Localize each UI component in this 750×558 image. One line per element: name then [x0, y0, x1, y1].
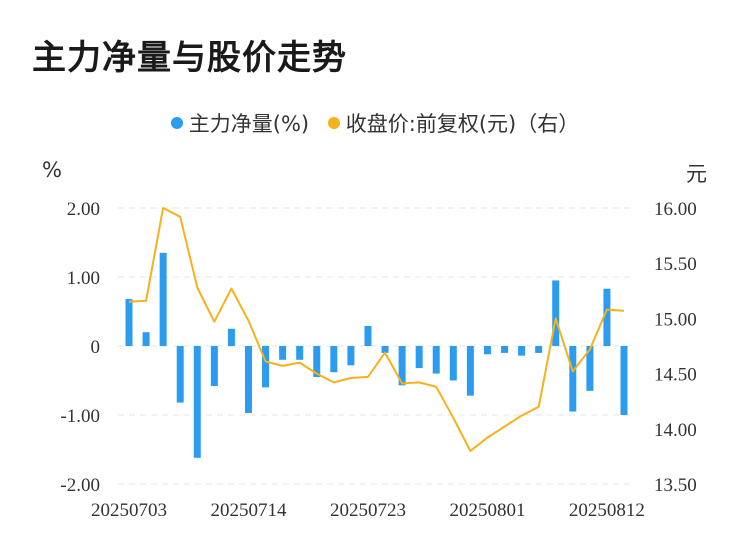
bar[interactable] — [176, 346, 184, 403]
bar[interactable] — [466, 346, 474, 396]
x-axis: 20250703 20250714 20250723 20250801 20250812 — [91, 500, 645, 521]
left-axis: 2.00 1.00 0 -1.00 -2.00 — [60, 199, 100, 496]
right-axis-unit: 元 — [686, 162, 707, 186]
bar[interactable] — [227, 328, 235, 346]
legend-line-marker — [327, 117, 340, 129]
right-tick-label: 14.50 — [654, 365, 697, 386]
legend-bar-marker — [170, 117, 183, 129]
right-tick-label: 16.00 — [654, 199, 697, 220]
bar[interactable] — [415, 346, 423, 369]
chart-title: 主力净量与股价走势 — [32, 38, 347, 78]
left-tick-label: 1.00 — [67, 268, 100, 289]
bar[interactable] — [296, 346, 304, 360]
bar[interactable] — [262, 346, 270, 388]
bar[interactable] — [313, 346, 321, 378]
right-tick-label: 15.00 — [654, 309, 697, 330]
right-tick-label: 13.50 — [654, 475, 697, 496]
left-tick-label: 0 — [91, 337, 101, 358]
bar[interactable] — [586, 346, 594, 391]
left-tick-label: -1.00 — [60, 406, 100, 427]
bar[interactable] — [483, 346, 491, 355]
bar[interactable] — [620, 346, 628, 415]
left-tick-label: -2.00 — [60, 475, 100, 496]
price-line[interactable] — [128, 207, 625, 452]
x-tick-label: 20250723 — [330, 500, 406, 521]
bar[interactable] — [364, 325, 372, 346]
bar[interactable] — [330, 346, 338, 373]
bar[interactable] — [210, 346, 218, 387]
bar[interactable] — [535, 346, 543, 353]
bar[interactable] — [125, 299, 133, 346]
bar[interactable] — [381, 346, 389, 353]
left-axis-unit: % — [42, 158, 62, 182]
bar[interactable] — [279, 346, 287, 360]
bar[interactable] — [193, 346, 201, 458]
bar[interactable] — [244, 346, 252, 413]
x-tick-label: 20250801 — [449, 500, 525, 521]
bar[interactable] — [159, 252, 167, 346]
right-axis: 16.00 15.50 15.00 14.50 14.00 13.50 — [654, 199, 697, 496]
bar[interactable] — [569, 346, 577, 412]
line-series — [128, 207, 625, 452]
bar[interactable] — [347, 346, 355, 366]
right-tick-label: 15.50 — [654, 254, 697, 275]
left-tick-label: 2.00 — [67, 199, 100, 220]
bar[interactable] — [501, 346, 509, 353]
legend-item-bar[interactable]: 主力净量(%) — [170, 108, 310, 138]
legend-bar-label: 主力净量(%) — [188, 112, 310, 136]
bar-series — [125, 252, 628, 458]
right-tick-label: 14.00 — [654, 420, 697, 441]
legend-line-label: 收盘价:前复权(元)（右） — [345, 112, 580, 136]
bar[interactable] — [518, 346, 526, 356]
grid-lines — [118, 207, 630, 485]
x-tick-label: 20250714 — [210, 500, 287, 521]
bar[interactable] — [142, 332, 150, 346]
bar[interactable] — [552, 280, 560, 346]
bar[interactable] — [603, 288, 611, 346]
x-tick-label: 20250812 — [569, 500, 645, 521]
legend-item-line[interactable]: 收盘价:前复权(元)（右） — [327, 108, 580, 138]
bar[interactable] — [398, 346, 406, 386]
bar[interactable] — [432, 346, 440, 374]
x-tick-label: 20250703 — [91, 500, 167, 521]
bar[interactable] — [449, 346, 457, 381]
legend: 主力净量(%) 收盘价:前复权(元)（右） — [0, 108, 750, 138]
